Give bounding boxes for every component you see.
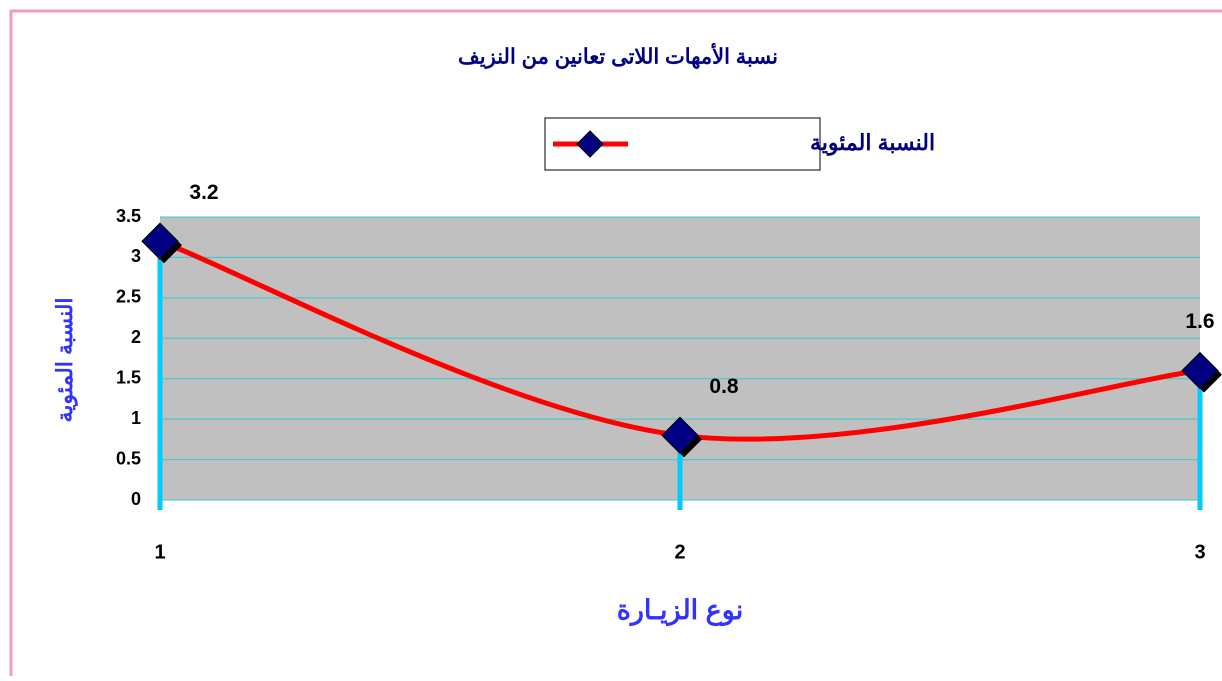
chart-title: نسبة الأمهات اللاتى تعانين من النزيف [458,43,778,70]
data-label: 0.8 [709,375,739,398]
data-label: 3.2 [189,181,218,204]
y-tick-label: 3.5 [116,206,141,226]
y-tick-label: 0.5 [116,448,141,468]
x-tick-label: 3 [1194,541,1205,563]
marker [661,416,699,455]
marker [141,222,179,260]
legend-marker [576,130,604,158]
marker [1181,351,1219,390]
y-tick-label: 3 [131,246,141,266]
y-axis-title: النسبة المئوية [52,297,78,422]
y-tick-label: 2.5 [116,287,141,307]
data-label: 1.6 [1185,310,1214,333]
legend-label: النسبة المئوية [810,130,935,156]
y-tick-label: 2 [131,327,141,347]
y-tick-label: 0 [131,489,141,509]
x-tick-label: 2 [674,541,685,563]
y-tick-label: 1.5 [116,367,141,387]
x-tick-label: 1 [154,541,165,563]
x-axis-title: نوع الزيـارة [617,595,744,627]
y-tick-label: 1 [131,408,141,428]
